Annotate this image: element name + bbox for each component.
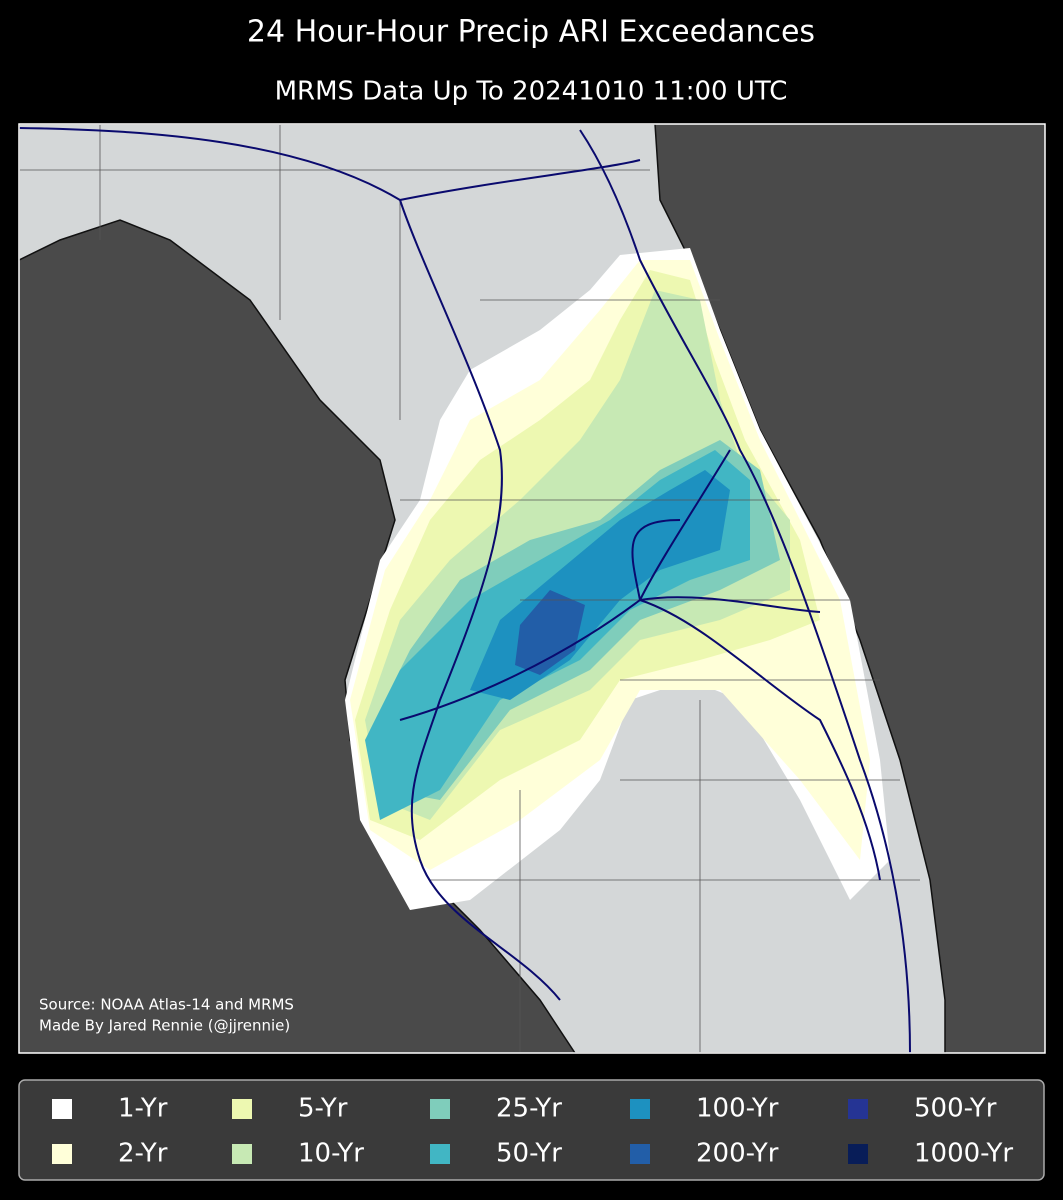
map-frame [18, 123, 1046, 1054]
legend-swatch [630, 1099, 650, 1119]
legend-label: 100-Yr [696, 1094, 779, 1124]
credit-line: Source: NOAA Atlas-14 and MRMS [39, 996, 294, 1014]
legend-label: 50-Yr [496, 1139, 562, 1169]
legend-label: 1000-Yr [914, 1139, 1013, 1169]
legend-label: 1-Yr [118, 1094, 168, 1124]
legend-label: 2-Yr [118, 1139, 168, 1169]
legend-label: 25-Yr [496, 1094, 562, 1124]
legend: 1-Yr 2-Yr 5-Yr 10-Yr 25-Yr 50-Yr 100-Yr 200-Yr 5… [18, 1079, 1045, 1181]
map: Source: NOAA Atlas-14 and MRMS Made By J… [18, 123, 1046, 1054]
legend-swatch [630, 1144, 650, 1164]
legend-swatch [430, 1144, 450, 1164]
legend-swatch [52, 1144, 72, 1164]
roads [18, 127, 911, 1054]
legend-label: 200-Yr [696, 1139, 779, 1169]
legend-swatch [232, 1144, 252, 1164]
legend-label: 500-Yr [914, 1094, 997, 1124]
legend-label: 5-Yr [298, 1094, 348, 1124]
title: 24 Hour-Hour Precip ARI Exceedances [247, 15, 815, 50]
precip-200yr [515, 590, 585, 675]
legend-swatch [848, 1099, 868, 1119]
legend-swatch [232, 1099, 252, 1119]
credit-line: Made By Jared Rennie (@jjrennie) [39, 1017, 290, 1035]
legend-swatch [848, 1144, 868, 1164]
legend-box [18, 1079, 1045, 1181]
legend-swatch [52, 1099, 72, 1119]
legend-label: 10-Yr [298, 1139, 364, 1169]
legend-swatch [430, 1099, 450, 1119]
subtitle: MRMS Data Up To 20241010 11:00 UTC [275, 77, 788, 107]
